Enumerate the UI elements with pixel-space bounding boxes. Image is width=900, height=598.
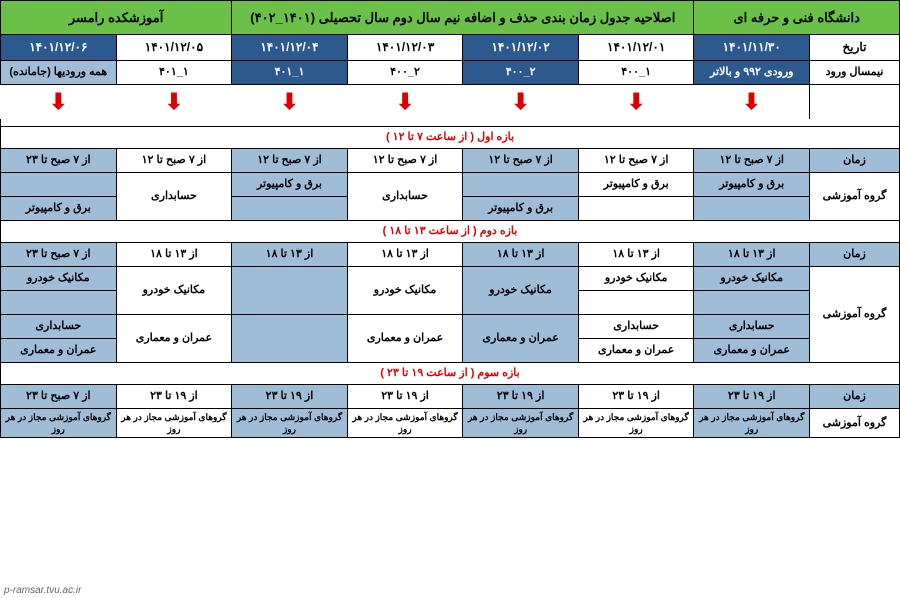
hdr-center: اصلاحیه جدول زمان بندی حذف و اضافه نیم س… [232, 1, 694, 35]
sem-4: ۱_۴۰۱ [232, 61, 348, 85]
band3-title: بازه سوم ( از ساعت ۱۹ تا ۲۳ ) [1, 363, 900, 385]
arrow-icon: ⬇ [232, 85, 348, 119]
arrow-icon: ⬇ [116, 85, 232, 119]
date-0: ۱۴۰۱/۱۱/۳۰ [694, 35, 810, 61]
date-label: تاریخ [810, 35, 900, 61]
sem-0: ورودی ۹۹۲ و بالاتر [694, 61, 810, 85]
date-5: ۱۴۰۱/۱۲/۰۵ [116, 35, 232, 61]
date-2: ۱۴۰۱/۱۲/۰۲ [463, 35, 579, 61]
arrow-row: ⬇ ⬇ ⬇ ⬇ ⬇ ⬇ ⬇ [1, 85, 900, 119]
time-label: زمان [810, 385, 900, 409]
date-row: تاریخ ۱۴۰۱/۱۱/۳۰ ۱۴۰۱/۱۲/۰۱ ۱۴۰۱/۱۲/۰۲ ۱… [1, 35, 900, 61]
arrow-icon: ⬇ [694, 85, 810, 119]
time-label: زمان [810, 243, 900, 267]
header-row: دانشگاه فنی و حرفه ای اصلاحیه جدول زمان … [1, 1, 900, 35]
sem-label: نیمسال ورود [810, 61, 900, 85]
grp-label: گروه آموزشی [810, 173, 900, 221]
date-6: ۱۴۰۱/۱۲/۰۶ [1, 35, 117, 61]
sem-2: ۲_۴۰۰ [463, 61, 579, 85]
band2-title: بازه دوم ( از ساعت ۱۳ تا ۱۸ ) [1, 221, 900, 243]
hdr-right: دانشگاه فنی و حرفه ای [694, 1, 900, 35]
hdr-left: آموزشکده رامسر [1, 1, 232, 35]
grp-label: گروه آموزشی [810, 267, 900, 363]
arrow-icon: ⬇ [578, 85, 694, 119]
time-label: زمان [810, 149, 900, 173]
date-3: ۱۴۰۱/۱۲/۰۳ [347, 35, 463, 61]
b1-time: زمان از ۷ صبح تا ۱۲ از ۷ صبح تا ۱۲ از ۷ … [1, 149, 900, 173]
band1-title: بازه اول ( از ساعت ۷ تا ۱۲ ) [1, 127, 900, 149]
sem-5: ۱_۴۰۱ [116, 61, 232, 85]
arrow-icon: ⬇ [1, 85, 117, 119]
arrow-icon: ⬇ [463, 85, 579, 119]
footer-url: p-ramsar.tvu.ac.ir [4, 585, 81, 596]
schedule-table: دانشگاه فنی و حرفه ای اصلاحیه جدول زمان … [0, 0, 900, 438]
sem-1: ۱_۴۰۰ [578, 61, 694, 85]
grp-label: گروه آموزشی [810, 409, 900, 438]
date-4: ۱۴۰۱/۱۲/۰۴ [232, 35, 348, 61]
sem-3: ۲_۴۰۰ [347, 61, 463, 85]
date-1: ۱۴۰۱/۱۲/۰۱ [578, 35, 694, 61]
arrow-icon: ⬇ [347, 85, 463, 119]
sem-row: نیمسال ورود ورودی ۹۹۲ و بالاتر ۱_۴۰۰ ۲_۴… [1, 61, 900, 85]
sem-6: همه ورودیها (جامانده) [1, 61, 117, 85]
